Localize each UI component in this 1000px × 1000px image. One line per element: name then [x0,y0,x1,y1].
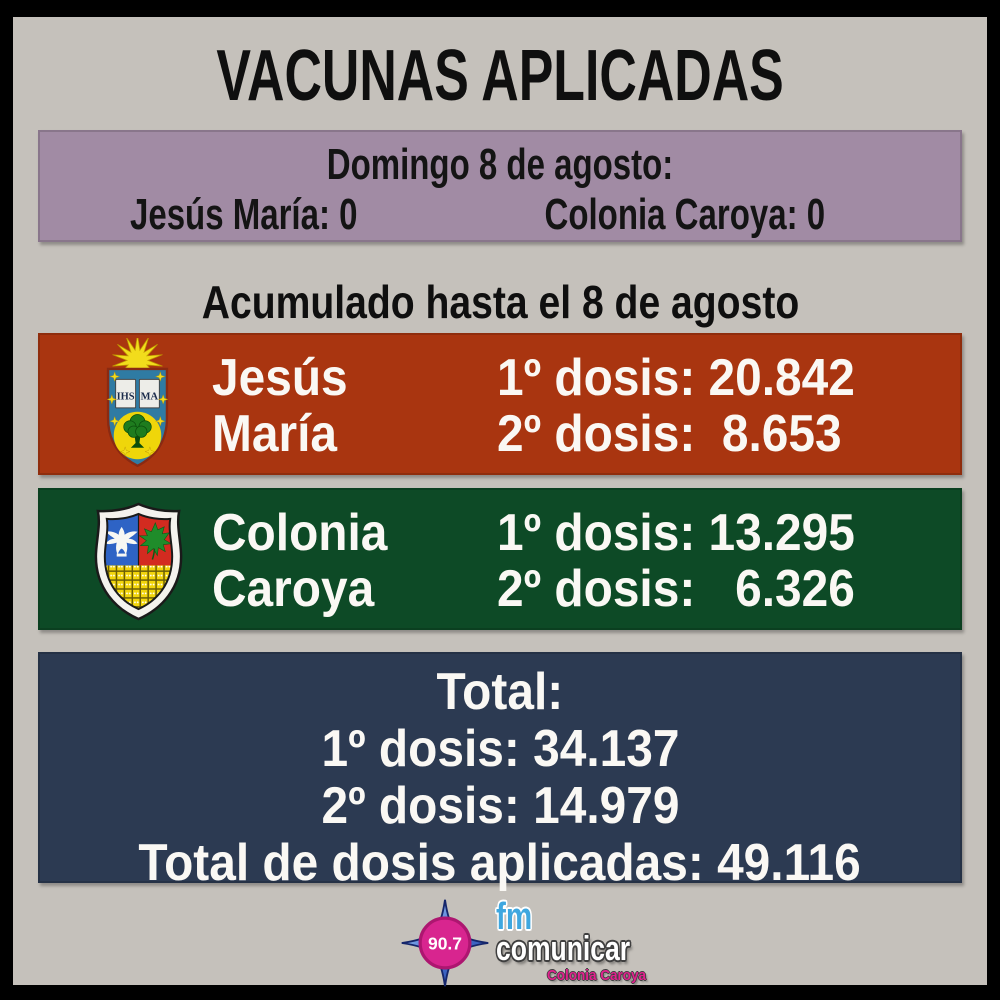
accumulated-heading: Acumulado hasta el 8 de agosto [201,276,799,328]
colonia-caroya-name-line1: Colonia [212,504,388,562]
colonia-caroya-shield-icon [94,502,183,621]
daily-values-row: Jesús María: 0 Colonia Caroya: 0 [130,190,825,240]
total-banner: Total: 1º dosis: 34.137 2º dosis: 14.979… [38,652,962,892]
tree-icon [113,411,162,460]
fm-label: fm [496,896,533,938]
frequency-label: 90.7 [428,933,462,953]
jesus-maria-name: Jesús María [212,350,359,462]
page-title-wrap: VACUNAS APLICADAS [13,36,987,116]
content-panel: VACUNAS APLICADAS Domingo 8 de agosto: J… [13,17,987,987]
star-flowers-icon [106,371,169,457]
colonia-caroya-name-line2: Caroya [212,560,375,618]
svg-text:MA: MA [141,391,159,402]
station-name: comunicar [496,930,631,968]
jesus-maria-name-line2: María [212,405,337,463]
total-grand: Total de dosis aplicadas: 49.116 [138,834,862,892]
total-heading: Total: [436,663,564,721]
daily-heading: Domingo 8 de agosto: [326,140,674,189]
eagle-icon [105,526,138,555]
jesus-maria-dose2: 2º dosis: 8.653 [497,405,842,463]
colonia-caroya-dose1: 1º dosis: 13.295 [497,504,855,562]
page-title: VACUNAS APLICADAS [216,36,784,116]
colonia-caroya-banner: Colonia Caroya 1º dosis: 13.295 2º dosis… [38,488,962,630]
jesus-maria-shield-icon: IHS MA [106,338,169,468]
colonia-caroya-dose2: 2º dosis: 6.326 [497,560,855,618]
jesus-maria-doses: 1º dosis: 20.842 2º dosis: 8.653 [497,350,886,462]
daily-jesus-maria-value: Jesús María: 0 [130,190,358,239]
vine-leaf-icon [138,522,173,557]
station-logo: 90.7 fm comunicar Colonia Caroya [13,893,987,1000]
daily-heading-wrap: Domingo 8 de agosto: [40,140,960,190]
station-wordmark: fm comunicar Colonia Caroya [496,898,656,984]
total-dose1: 1º dosis: 34.137 [321,720,679,778]
jesus-maria-dose1: 1º dosis: 20.842 [497,349,855,407]
daily-banner: Domingo 8 de agosto: Jesús María: 0 Colo… [38,130,962,242]
jesus-maria-banner: IHS MA Jesús María 1º dosis: 20.84 [38,333,962,475]
accumulated-heading-wrap: Acumulado hasta el 8 de agosto [13,276,987,328]
radio-logo-star-icon: 90.7 [401,899,489,987]
colonia-caroya-doses: 1º dosis: 13.295 2º dosis: 6.326 [497,505,886,617]
jesus-maria-name-line1: Jesús [212,349,348,407]
daily-colonia-caroya-value: Colonia Caroya: 0 [544,190,825,239]
total-dose2: 2º dosis: 14.979 [321,777,679,835]
colonia-caroya-name: Colonia Caroya [212,505,403,617]
svg-text:IHS: IHS [117,391,135,402]
frequency-circle [418,916,472,970]
station-location: Colonia Caroya [546,967,646,984]
